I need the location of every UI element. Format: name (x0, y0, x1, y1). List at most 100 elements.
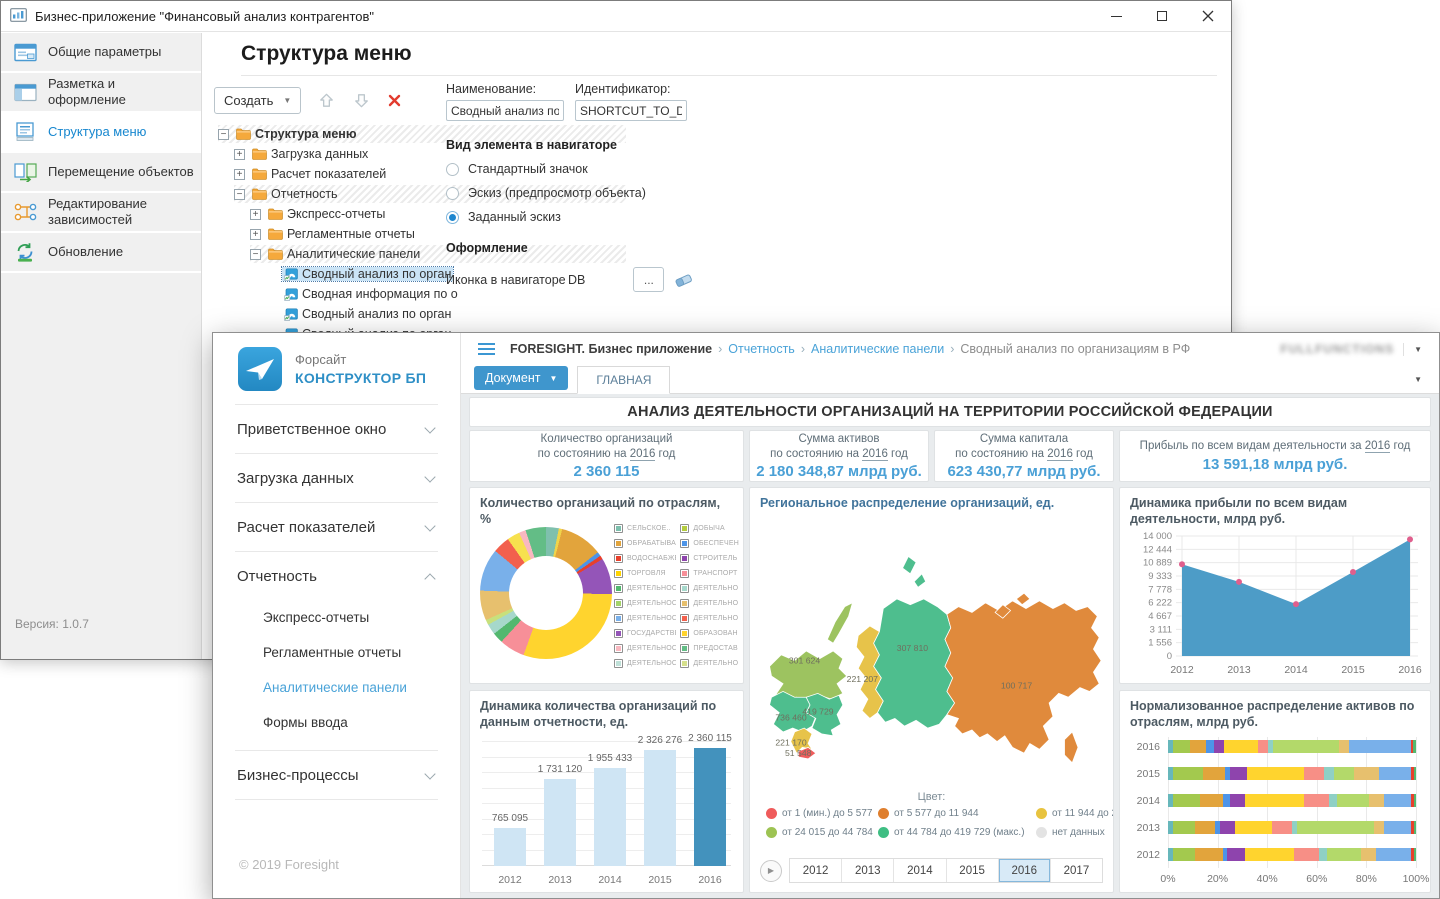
bar-segment[interactable] (1213, 740, 1224, 753)
menu-item-indicators[interactable]: Расчет показателей (235, 503, 438, 551)
tree-item[interactable]: + Загрузка данных (214, 144, 626, 164)
bar-segment[interactable] (1273, 740, 1340, 753)
stacked-bar-2015[interactable] (1168, 767, 1416, 780)
bar-segment[interactable] (1414, 821, 1416, 834)
bar-segment[interactable] (1410, 767, 1415, 780)
bar-segment[interactable] (1319, 848, 1327, 861)
tree-expander-minus[interactable]: − (218, 128, 229, 140)
bar-segment[interactable] (1234, 821, 1273, 834)
bar-segment[interactable] (1202, 767, 1226, 780)
menu-item-business-processes[interactable]: Бизнес-процессы (235, 751, 438, 799)
bar-segment[interactable] (1227, 848, 1245, 861)
tree-expander-minus[interactable]: − (250, 248, 261, 260)
bar-segment[interactable] (1172, 794, 1201, 807)
sidebar-item-move-objects[interactable]: Перемещение объектов (1, 153, 201, 193)
bar-segment[interactable] (1414, 848, 1416, 861)
radio-option-1[interactable]: Эскиз (предпросмотр объекта) (446, 186, 776, 200)
area-series[interactable] (1182, 539, 1410, 656)
bar-segment[interactable] (1383, 821, 1411, 834)
timeline-year-2014[interactable]: 2014 (894, 859, 947, 882)
maximize-button[interactable] (1139, 1, 1185, 32)
bar-segment[interactable] (1172, 821, 1196, 834)
region-north-caucasus[interactable] (798, 746, 817, 760)
bar-segment[interactable] (1172, 740, 1191, 753)
bar-segment[interactable] (1222, 848, 1228, 861)
tree-expander-plus[interactable]: + (250, 208, 261, 220)
bar-segment[interactable] (1324, 767, 1335, 780)
bar-segment[interactable] (1376, 848, 1411, 861)
sidebar-item-update[interactable]: Обновление (1, 233, 201, 273)
user-menu-caret[interactable]: ▼ (1403, 342, 1425, 356)
tab-main[interactable]: ГЛАВНАЯ (577, 366, 671, 394)
region-far-east-islands[interactable] (994, 592, 1031, 619)
stacked-bar-2012[interactable] (1168, 848, 1416, 861)
year-link[interactable]: 2016 (1047, 447, 1073, 461)
tree-item[interactable]: + Расчет показателей (214, 164, 626, 184)
breadcrumb-item[interactable]: Аналитические панели (811, 342, 945, 356)
move-down-button[interactable] (352, 91, 371, 110)
tree-expander-plus[interactable]: + (234, 148, 245, 160)
sidebar-item-layout-design[interactable]: Разметка и оформление (1, 73, 201, 113)
bar-segment[interactable] (1229, 794, 1245, 807)
bar-segment[interactable] (1172, 848, 1196, 861)
bar-segment[interactable] (1225, 767, 1230, 780)
data-point[interactable] (1350, 569, 1356, 575)
clear-icon-button[interactable] (673, 271, 695, 289)
timeline-year-2015[interactable]: 2015 (947, 859, 999, 882)
bar-segment[interactable] (1414, 794, 1416, 807)
bar-segment[interactable] (1220, 821, 1235, 834)
bar-segment[interactable] (1229, 767, 1248, 780)
create-button[interactable]: Создать ▼ (214, 87, 302, 114)
tree-item[interactable]: + Регламентные отчеты (214, 224, 626, 244)
bar-segment[interactable] (1222, 794, 1230, 807)
toolbar-caret[interactable]: ▼ (1414, 374, 1422, 384)
bar-segment[interactable] (1247, 767, 1305, 780)
radio-option-0[interactable]: Стандартный значок (446, 162, 776, 176)
document-button[interactable]: Документ ▼ (474, 366, 569, 390)
region-far-east[interactable] (944, 600, 1102, 754)
region-northwest-islands[interactable] (826, 602, 854, 644)
bar-2015[interactable] (644, 750, 676, 866)
bar-segment[interactable] (1244, 848, 1295, 861)
bar-segment[interactable] (1168, 821, 1173, 834)
bar-segment[interactable] (1291, 821, 1297, 834)
bar-segment[interactable] (1410, 848, 1415, 861)
bar-segment[interactable] (1294, 848, 1320, 861)
bar-segment[interactable] (1190, 740, 1207, 753)
bar-2016[interactable] (694, 748, 726, 866)
bar-segment[interactable] (1334, 767, 1354, 780)
bar-segment[interactable] (1336, 794, 1369, 807)
bar-segment[interactable] (1353, 767, 1379, 780)
menu-subitem-express-reports[interactable]: Экспресс-отчеты (263, 610, 370, 625)
region-south[interactable] (790, 727, 813, 754)
region-siberia[interactable] (873, 598, 956, 729)
menu-item-data-load[interactable]: Загрузка данных (235, 454, 438, 502)
data-point[interactable] (1179, 561, 1185, 568)
region-central[interactable] (769, 691, 817, 733)
region-far-east-sakhalin[interactable] (1064, 731, 1079, 764)
bar-segment[interactable] (1168, 848, 1173, 861)
move-up-button[interactable] (317, 91, 336, 110)
data-point[interactable] (1236, 578, 1242, 585)
bar-segment[interactable] (1258, 740, 1269, 753)
bar-2014[interactable] (594, 768, 626, 866)
menu-subitem-analytic-panels[interactable]: Аналитические панели (263, 680, 407, 695)
data-point[interactable] (1293, 601, 1299, 608)
tree-item[interactable]: − Отчетность (214, 184, 626, 204)
bar-segment[interactable] (1296, 821, 1374, 834)
tree-item[interactable]: + Экспресс-отчеты (214, 204, 626, 224)
menu-subitem-input-forms[interactable]: Формы ввода (263, 715, 348, 730)
bar-segment[interactable] (1413, 740, 1416, 753)
bar-segment[interactable] (1223, 740, 1259, 753)
bar-segment[interactable] (1200, 794, 1223, 807)
bar-segment[interactable] (1348, 740, 1411, 753)
menu-item-reports[interactable]: Отчетность (235, 552, 438, 600)
bar-segment[interactable] (1206, 740, 1214, 753)
bar-segment[interactable] (1326, 848, 1362, 861)
radio-option-2[interactable]: Заданный эскиз (446, 210, 776, 224)
bar-segment[interactable] (1268, 740, 1274, 753)
timeline-year-2017[interactable]: 2017 (1063, 864, 1090, 877)
menu-subitem-regulated-reports[interactable]: Регламентные отчеты (263, 645, 402, 660)
stacked-bar-2014[interactable] (1168, 794, 1416, 807)
bar-segment[interactable] (1410, 794, 1415, 807)
